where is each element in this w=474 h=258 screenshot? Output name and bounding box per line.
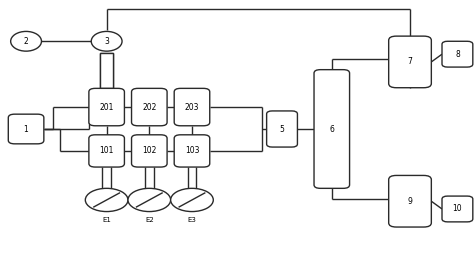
FancyBboxPatch shape (442, 196, 473, 222)
Bar (100, 53, 113, 88)
Text: 1: 1 (24, 125, 28, 133)
Text: 2: 2 (24, 37, 28, 46)
Text: 103: 103 (185, 147, 199, 155)
Text: 5: 5 (280, 125, 284, 133)
Circle shape (128, 188, 171, 212)
FancyBboxPatch shape (174, 135, 210, 167)
FancyBboxPatch shape (389, 36, 431, 88)
Text: 8: 8 (455, 50, 460, 59)
Text: E3: E3 (188, 217, 196, 223)
Text: 7: 7 (408, 58, 412, 66)
Text: 203: 203 (185, 103, 199, 111)
Text: 202: 202 (142, 103, 156, 111)
FancyBboxPatch shape (174, 88, 210, 126)
FancyBboxPatch shape (442, 41, 473, 67)
FancyBboxPatch shape (314, 70, 349, 188)
Text: E2: E2 (145, 217, 154, 223)
Text: 3: 3 (104, 37, 109, 46)
Text: 201: 201 (100, 103, 114, 111)
Text: 9: 9 (408, 197, 412, 206)
FancyBboxPatch shape (8, 114, 44, 144)
Ellipse shape (10, 31, 42, 51)
FancyBboxPatch shape (389, 175, 431, 227)
FancyBboxPatch shape (89, 135, 124, 167)
Circle shape (171, 188, 213, 212)
FancyBboxPatch shape (132, 135, 167, 167)
Circle shape (85, 188, 128, 212)
Text: 101: 101 (100, 147, 114, 155)
Bar (100, 53, 113, 88)
FancyBboxPatch shape (89, 88, 124, 126)
Text: 102: 102 (142, 147, 156, 155)
FancyBboxPatch shape (132, 88, 167, 126)
Text: 10: 10 (453, 205, 462, 213)
Text: 6: 6 (329, 125, 334, 133)
FancyBboxPatch shape (266, 111, 298, 147)
Ellipse shape (91, 31, 122, 51)
Text: E1: E1 (102, 217, 111, 223)
